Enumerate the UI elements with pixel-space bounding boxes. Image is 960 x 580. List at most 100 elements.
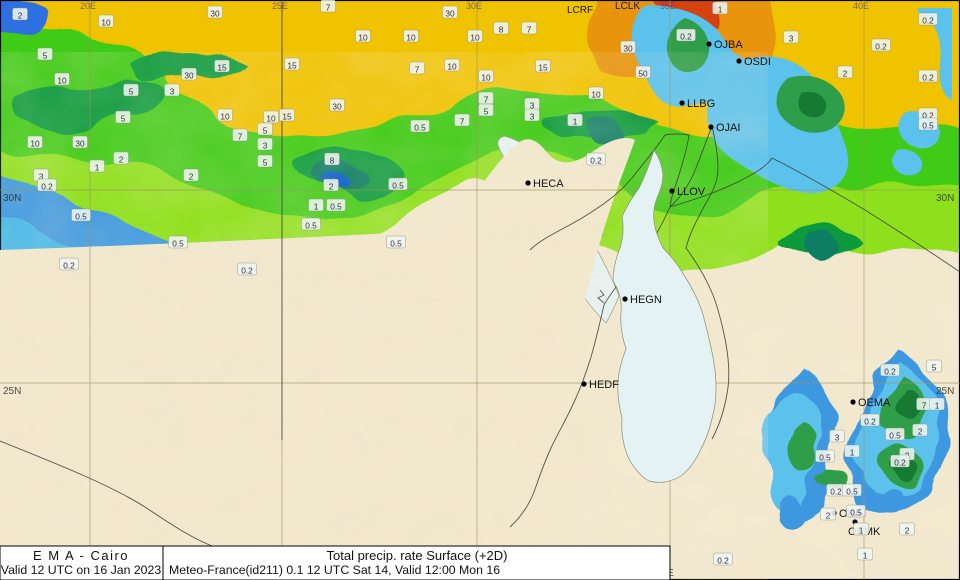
svg-text:30: 30	[184, 71, 194, 81]
svg-text:0.2: 0.2	[884, 367, 896, 377]
svg-text:30N: 30N	[936, 193, 954, 204]
svg-text:30: 30	[445, 9, 455, 19]
svg-text:0.5: 0.5	[392, 181, 404, 191]
svg-text:0.2: 0.2	[922, 73, 934, 83]
svg-text:3: 3	[170, 87, 175, 97]
svg-text:2: 2	[329, 182, 334, 192]
svg-text:25N: 25N	[936, 386, 954, 397]
svg-text:0.2: 0.2	[894, 458, 906, 468]
svg-text:25N: 25N	[3, 386, 21, 397]
svg-text:10: 10	[406, 33, 416, 43]
svg-text:5: 5	[129, 87, 134, 97]
svg-text:10: 10	[101, 18, 111, 28]
svg-text:3: 3	[530, 112, 535, 122]
svg-text:0.2: 0.2	[63, 261, 75, 271]
svg-text:0.5: 0.5	[172, 239, 184, 249]
svg-text:5: 5	[121, 114, 126, 124]
svg-text:5: 5	[43, 51, 48, 61]
svg-text:5: 5	[932, 363, 937, 373]
svg-text:10: 10	[220, 112, 230, 122]
svg-text:HEGN: HEGN	[630, 294, 662, 306]
svg-text:7: 7	[238, 132, 243, 142]
svg-text:0.2: 0.2	[875, 42, 887, 52]
svg-text:8: 8	[330, 156, 335, 166]
svg-text:30E: 30E	[466, 1, 482, 11]
svg-text:10: 10	[481, 73, 491, 83]
svg-text:LLOV: LLOV	[677, 186, 706, 198]
svg-text:2: 2	[843, 69, 848, 79]
svg-text:2: 2	[826, 511, 831, 521]
svg-text:0.5: 0.5	[330, 202, 342, 212]
svg-text:7: 7	[326, 3, 331, 13]
svg-text:1: 1	[573, 117, 578, 127]
svg-text:10: 10	[591, 90, 601, 100]
svg-text:1: 1	[718, 5, 723, 15]
svg-text:Meteo-France(id211) 0.1 12 UTC: Meteo-France(id211) 0.1 12 UTC Sat 14, V…	[169, 563, 500, 577]
svg-text:0.2: 0.2	[864, 417, 876, 427]
svg-text:0.5: 0.5	[846, 487, 858, 497]
svg-text:15: 15	[282, 112, 292, 122]
svg-text:10: 10	[447, 62, 457, 72]
svg-text:1: 1	[859, 526, 864, 536]
svg-text:7: 7	[460, 117, 465, 127]
svg-text:25E: 25E	[272, 1, 288, 11]
svg-text:0.2: 0.2	[680, 32, 692, 42]
svg-text:3: 3	[263, 141, 268, 151]
svg-text:0.5: 0.5	[922, 121, 934, 131]
svg-text:0.5: 0.5	[889, 431, 901, 441]
svg-text:30: 30	[623, 44, 633, 54]
svg-text:LLBG: LLBG	[687, 98, 715, 110]
svg-text:2: 2	[18, 11, 23, 21]
svg-text:0.2: 0.2	[717, 556, 729, 566]
svg-text:10: 10	[470, 33, 480, 43]
svg-text:30: 30	[75, 139, 85, 149]
svg-text:1: 1	[935, 401, 940, 411]
svg-text:0.5: 0.5	[75, 212, 87, 222]
svg-text:15: 15	[287, 61, 297, 71]
svg-text:0.5: 0.5	[390, 239, 402, 249]
svg-text:OSDI: OSDI	[744, 56, 771, 68]
svg-text:Total precip. rate Surface (+: Total precip. rate Surface (+2D)	[327, 548, 508, 563]
svg-text:40E: 40E	[853, 1, 869, 11]
svg-text:0.2: 0.2	[41, 182, 53, 192]
svg-text:1: 1	[850, 448, 855, 458]
svg-text:7: 7	[415, 65, 420, 75]
svg-text:35E: 35E	[660, 1, 676, 11]
svg-text:15: 15	[538, 63, 548, 73]
svg-text:0.2: 0.2	[830, 487, 842, 497]
svg-text:8: 8	[499, 25, 504, 35]
svg-text:OEMA: OEMA	[858, 397, 891, 409]
svg-text:20E: 20E	[80, 1, 96, 11]
svg-text:2: 2	[189, 172, 194, 182]
svg-text:7: 7	[527, 25, 532, 35]
svg-text:1: 1	[314, 202, 319, 212]
svg-text:5: 5	[263, 158, 268, 168]
svg-text:7: 7	[922, 401, 927, 411]
svg-text:0.2: 0.2	[590, 156, 602, 166]
svg-text:10: 10	[266, 114, 276, 124]
svg-text:50: 50	[638, 69, 648, 79]
svg-text:0.2: 0.2	[922, 16, 934, 26]
svg-text:2: 2	[905, 526, 910, 536]
svg-text:2: 2	[918, 427, 923, 437]
svg-text:HECA: HECA	[533, 178, 564, 190]
svg-text:3: 3	[789, 34, 794, 44]
svg-text:OJBA: OJBA	[714, 39, 743, 51]
svg-text:LCLK: LCLK	[615, 1, 640, 12]
svg-text:E M A - Cairo: E M A - Cairo	[33, 548, 129, 563]
svg-text:30: 30	[210, 9, 220, 19]
svg-text:10: 10	[358, 33, 368, 43]
svg-text:10: 10	[57, 76, 67, 86]
svg-text:30: 30	[332, 102, 342, 112]
svg-text:15: 15	[217, 63, 227, 73]
svg-text:30N: 30N	[3, 193, 21, 204]
svg-text:10: 10	[30, 139, 40, 149]
svg-text:Valid 12 UTC on 16 Jan 2023: Valid 12 UTC on 16 Jan 2023	[1, 563, 162, 577]
svg-text:3: 3	[835, 433, 840, 443]
svg-text:0.5: 0.5	[414, 123, 426, 133]
svg-text:0.5: 0.5	[305, 221, 317, 231]
svg-text:2: 2	[119, 155, 124, 165]
svg-text:5: 5	[484, 107, 489, 117]
svg-text:7: 7	[484, 95, 489, 105]
svg-text:LCRF: LCRF	[567, 5, 593, 16]
